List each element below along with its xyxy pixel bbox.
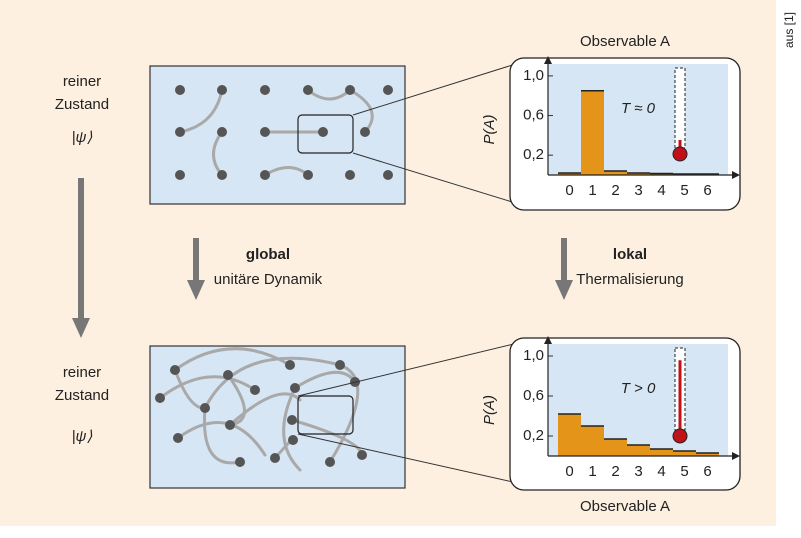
bar	[627, 445, 650, 456]
x-tick-label: 0	[565, 463, 573, 480]
arrow-text: unitäre Dynamik	[214, 271, 323, 288]
source: aus [1]	[782, 12, 796, 48]
plot-area	[548, 64, 728, 175]
y-tick-label: 1,0	[523, 347, 544, 364]
state-label: Zustand	[55, 96, 109, 113]
x-tick-label: 2	[611, 182, 619, 199]
state-label: reiner	[63, 364, 101, 381]
x-tick-label: 4	[657, 182, 665, 199]
y-tick-label: 0,2	[523, 427, 544, 444]
bar	[581, 91, 604, 175]
x-tick-label: 4	[657, 463, 665, 480]
x-axis-label: Observable A	[580, 498, 670, 515]
x-tick-label: 5	[680, 463, 688, 480]
thermometer-bulb	[673, 429, 687, 443]
y-tick-label: 0,6	[523, 387, 544, 404]
x-tick-label: 3	[634, 182, 642, 199]
annotation: T ≈ 0	[621, 100, 656, 117]
annotation: T > 0	[621, 380, 656, 397]
x-axis-label: Observable A	[580, 33, 670, 50]
x-tick-label: 3	[634, 463, 642, 480]
arrow-title: global	[246, 246, 290, 263]
thermometer	[675, 68, 685, 148]
state-label: reiner	[63, 73, 101, 90]
y-tick-label: 1,0	[523, 67, 544, 84]
state-label: Zustand	[55, 387, 109, 404]
arrow-title: lokal	[613, 246, 647, 263]
ket: |ψ⟩	[72, 428, 93, 445]
figure: aus [1] reiner Zustand |ψ⟩ reiner Zustan…	[0, 0, 801, 538]
y-axis-label: P(A)	[481, 395, 498, 425]
ket: |ψ⟩	[72, 129, 93, 146]
x-tick-label: 0	[565, 182, 573, 199]
x-tick-label: 6	[703, 463, 711, 480]
y-tick-label: 0,6	[523, 107, 544, 124]
thermometer-bulb	[673, 147, 687, 161]
bar	[558, 414, 581, 456]
y-tick-label: 0,2	[523, 146, 544, 163]
x-tick-label: 1	[588, 182, 596, 199]
bar	[581, 426, 604, 456]
bar	[604, 439, 627, 456]
arrow-text: Thermalisierung	[576, 271, 684, 288]
x-tick-label: 5	[680, 182, 688, 199]
bar	[650, 449, 673, 456]
y-axis-label: P(A)	[481, 114, 498, 144]
x-tick-label: 1	[588, 463, 596, 480]
x-tick-label: 2	[611, 463, 619, 480]
x-tick-label: 6	[703, 182, 711, 199]
